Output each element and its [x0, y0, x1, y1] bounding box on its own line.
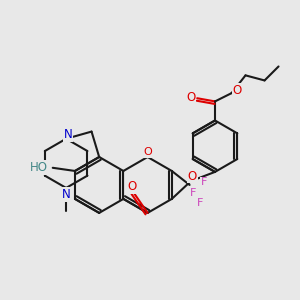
Text: O: O	[143, 147, 152, 157]
Text: F: F	[190, 188, 196, 198]
Text: F: F	[200, 177, 207, 188]
Text: O: O	[186, 91, 196, 104]
Text: O: O	[232, 84, 242, 97]
Text: O: O	[128, 180, 137, 193]
Text: N: N	[62, 188, 70, 201]
Text: O: O	[188, 169, 197, 182]
Text: HO: HO	[30, 161, 48, 174]
Text: N: N	[64, 128, 72, 141]
Text: F: F	[196, 198, 203, 208]
